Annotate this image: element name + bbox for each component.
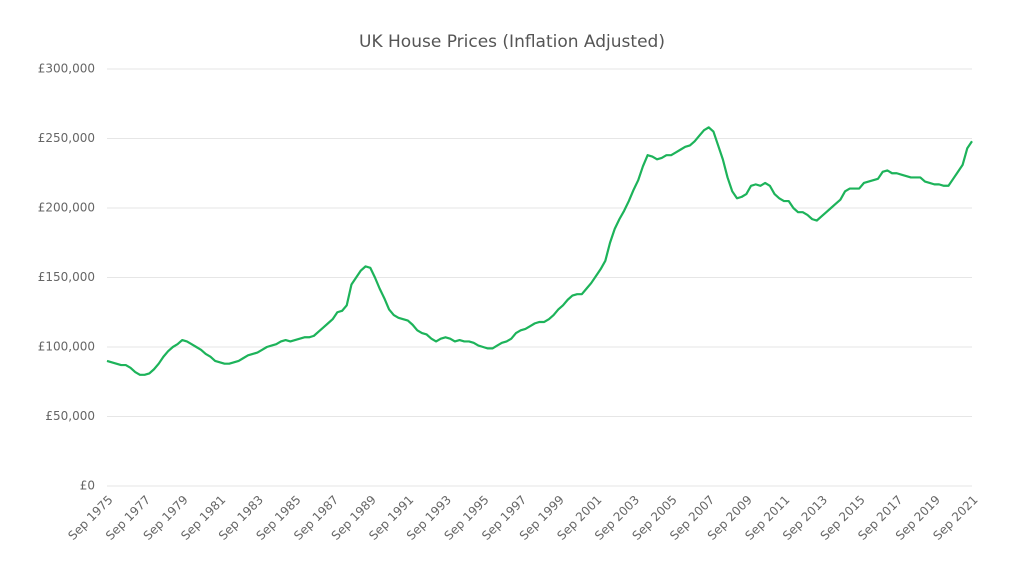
y-tick-label: £300,000 — [38, 62, 95, 76]
y-tick-label: £250,000 — [38, 131, 95, 145]
y-tick-label: £0 — [80, 479, 95, 493]
chart-title: UK House Prices (Inflation Adjusted) — [359, 32, 665, 52]
y-tick-label: £50,000 — [45, 409, 95, 423]
price-line — [106, 126, 973, 376]
y-tick-label: £150,000 — [38, 270, 95, 284]
y-tick-label: £200,000 — [38, 201, 95, 215]
y-tick-label: £100,000 — [38, 340, 95, 354]
